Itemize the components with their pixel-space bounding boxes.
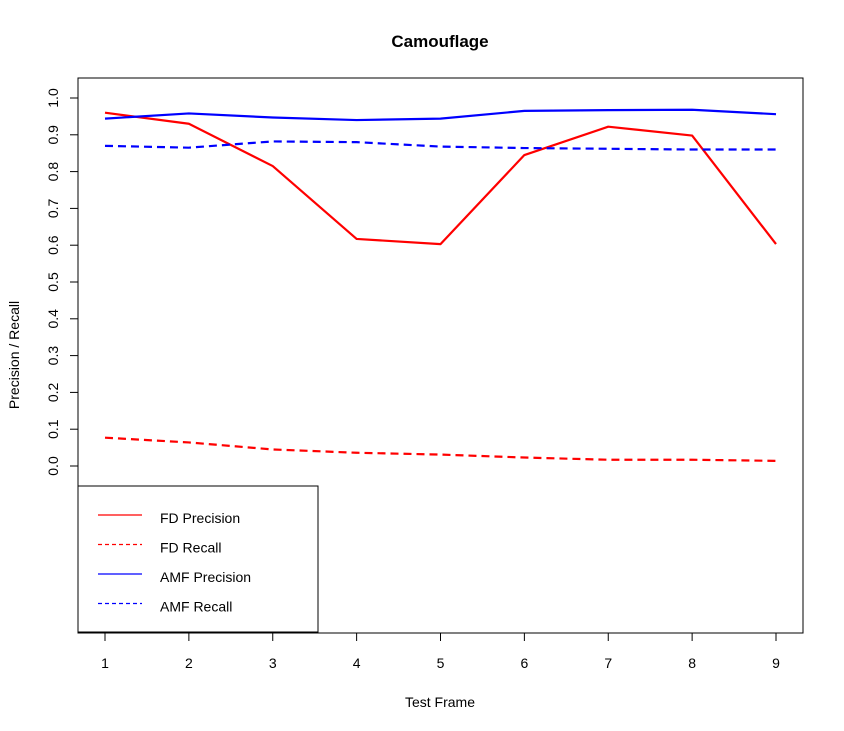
y-tick-label: 0.0: [45, 456, 61, 476]
series-fd-recall: [104, 436, 777, 462]
y-tick-label: 1.0: [45, 88, 61, 108]
x-tick-label: 2: [185, 655, 193, 671]
y-tick-label: 0.2: [45, 382, 61, 402]
x-tick-label: 9: [772, 655, 780, 671]
x-tick-label: 6: [520, 655, 528, 671]
series-lines: [104, 108, 777, 462]
legend-box: [77, 485, 319, 633]
legend-label: AMF Recall: [160, 599, 232, 615]
x-tick-label: 5: [437, 655, 445, 671]
axes: 1 2 3 4 5 6 7 8 9 0.0 0.1 0.2 0.3 0.4 0.5 0.6 0.7 0.8 0.9 1…: [45, 88, 780, 671]
y-tick-label: 0.3: [45, 346, 61, 366]
x-axis-label: Test Frame: [405, 694, 475, 710]
y-axis-label: Precision / Recall: [6, 301, 22, 409]
series-amf-recall: [104, 140, 776, 151]
legend: FD Precision FD Recall AMF Precision AMF Re…: [77, 485, 319, 633]
x-tick-label: 4: [353, 655, 361, 671]
y-tick-label: 0.6: [45, 235, 61, 255]
series-amf-precision: [104, 108, 777, 122]
legend-label: FD Precision: [160, 510, 240, 526]
legend-label: FD Recall: [160, 540, 221, 556]
x-tick-label: 3: [269, 655, 277, 671]
legend-label: AMF Precision: [160, 569, 251, 585]
y-tick-label: 0.8: [45, 162, 61, 182]
x-tick-label: 8: [688, 655, 696, 671]
y-tick-label: 0.1: [45, 419, 61, 439]
x-tick-label: 1: [101, 655, 109, 671]
chart-title: Camouflage: [391, 32, 488, 51]
y-tick-label: 0.4: [45, 309, 61, 329]
y-tick-label: 0.5: [45, 272, 61, 292]
x-tick-label: 7: [604, 655, 612, 671]
y-tick-label: 0.9: [45, 125, 61, 145]
series-fd-precision: [104, 111, 777, 246]
y-tick-label: 0.7: [45, 198, 61, 218]
